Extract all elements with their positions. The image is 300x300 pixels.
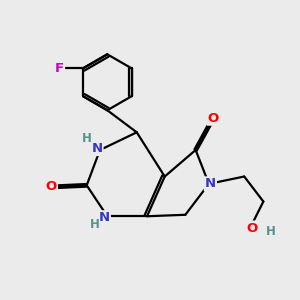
Text: N: N — [99, 211, 110, 224]
Text: N: N — [92, 142, 103, 155]
Text: H: H — [266, 225, 275, 239]
Text: F: F — [55, 62, 64, 75]
Text: H: H — [82, 132, 92, 145]
Text: H: H — [90, 218, 100, 231]
Text: N: N — [205, 177, 216, 190]
Text: O: O — [246, 221, 257, 235]
Text: O: O — [46, 180, 57, 193]
Text: O: O — [208, 112, 219, 125]
